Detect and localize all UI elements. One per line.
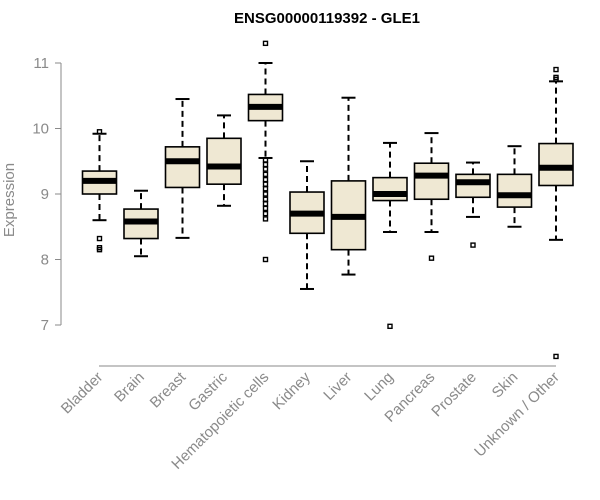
box-iqr [372,176,408,202]
x-tick-label: Skin [489,369,522,402]
outlier-point [262,181,269,187]
box-group-10 [455,161,491,248]
outlier-point [553,66,559,73]
x-tick-label: Prostate [428,369,480,421]
outlier-point [387,323,393,330]
x-tick-label: Breast [147,368,190,411]
outlier-point [262,161,269,168]
box-group-1 [81,129,118,253]
y-axis-ticks: 7 8 9 10 11 [32,55,61,334]
outlier-point [96,129,103,135]
box-group-4 [206,114,242,207]
box-group-2 [123,189,159,258]
outlier-point [262,40,269,47]
y-tick-label: 9 [41,186,49,203]
outlier-point [553,76,559,83]
outlier-point [553,353,559,360]
y-tick-label: 7 [41,317,49,334]
outlier-point [262,210,269,217]
box-group-3 [164,98,201,239]
box-group-11 [496,145,533,228]
box-group-5 [247,40,284,263]
y-tick-label: 8 [41,252,49,269]
box-iqr [164,146,201,189]
outlier-point [262,216,269,222]
box-iqr [496,173,533,208]
outlier-point [262,171,269,178]
box-group-8 [372,141,408,330]
outlier-point [262,186,269,192]
box-iqr [413,162,450,201]
outlier-point [262,201,269,207]
box-iqr [206,137,242,185]
box-iqr [538,142,574,187]
outlier-point [262,256,269,263]
x-tick-label: Lung [361,369,397,405]
y-axis-title: Expression [1,163,18,237]
box-group-6 [289,160,325,290]
box-iqr [455,173,491,199]
outlier-point [262,166,269,172]
outlier-point [428,255,435,261]
outlier-point [262,205,269,212]
outlier-point [96,246,103,253]
outlier-point [262,176,269,183]
y-tick-label: 11 [33,55,49,72]
box-group-12 [538,66,574,360]
outlier-point [262,191,269,197]
chart-title: ENSG00000119392 - GLE1 [234,10,420,27]
x-tick-label: Brain [111,369,148,406]
box-group-9 [413,132,450,261]
x-tick-label: Liver [320,369,355,404]
boxes-layer [81,40,574,360]
outlier-point [262,196,269,202]
outlier-point [262,157,269,163]
x-tick-label: Kidney [269,368,314,413]
x-tick-label: Bladder [58,369,107,418]
outlier-point [470,242,476,248]
outlier-point [96,235,103,242]
y-tick-label: 10 [32,121,49,138]
box-group-7 [330,96,367,276]
